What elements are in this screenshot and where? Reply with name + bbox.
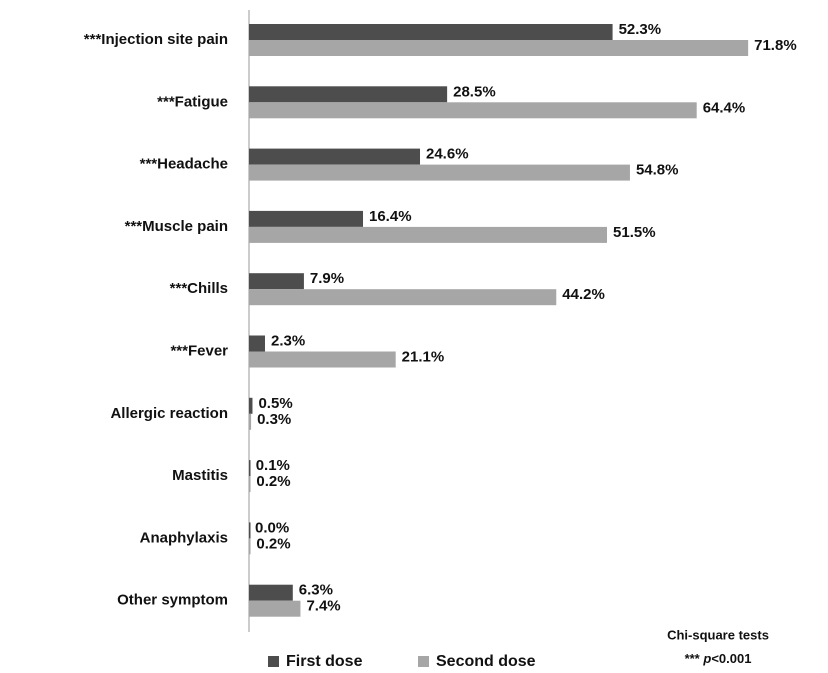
- bar: [249, 460, 251, 477]
- value-label: 54.8%: [636, 162, 679, 179]
- value-label: 21.1%: [402, 348, 445, 365]
- value-label: 0.0%: [255, 519, 289, 536]
- category-label: ***Headache: [140, 156, 228, 173]
- bar: [249, 397, 253, 414]
- bar: [249, 289, 557, 306]
- bar: [249, 164, 630, 181]
- category-label: Allergic reaction: [110, 405, 228, 422]
- value-label: 7.9%: [310, 270, 344, 287]
- value-label: 52.3%: [619, 21, 662, 38]
- category-label: ***Chills: [170, 280, 228, 297]
- category-label: Mastitis: [172, 467, 228, 484]
- bar: [249, 86, 448, 103]
- value-label: 2.3%: [271, 332, 305, 349]
- value-label: 51.5%: [613, 224, 656, 241]
- value-label: 44.2%: [562, 286, 605, 303]
- value-label: 0.1%: [256, 457, 290, 474]
- bar: [249, 335, 265, 352]
- value-label: 6.3%: [299, 582, 333, 599]
- bar: [249, 538, 251, 555]
- annotation-note: *** p<0.001: [685, 651, 752, 666]
- bar: [249, 148, 421, 165]
- value-label: 64.4%: [703, 99, 746, 116]
- category-label: ***Muscle pain: [125, 218, 228, 235]
- value-label: 0.2%: [256, 473, 290, 490]
- legend-swatch: [418, 656, 429, 667]
- value-label: 28.5%: [453, 83, 496, 100]
- category-label: Other symptom: [117, 592, 228, 609]
- bar: [249, 413, 252, 430]
- note-p: p: [702, 651, 711, 666]
- category-label: ***Injection site pain: [84, 31, 228, 48]
- bar: [249, 102, 697, 119]
- bar: [249, 273, 304, 290]
- bar: [249, 476, 251, 493]
- bar: [249, 522, 251, 539]
- bar: [249, 24, 613, 40]
- note-threshold: <0.001: [711, 651, 751, 666]
- annotation-title: Chi-square tests: [667, 627, 769, 642]
- legend-swatch: [268, 656, 279, 667]
- note-stars: ***: [685, 651, 704, 666]
- legend-label: First dose: [286, 653, 363, 670]
- value-label: 7.4%: [306, 598, 340, 615]
- value-label: 0.3%: [257, 411, 291, 428]
- category-label: ***Fever: [170, 342, 228, 359]
- bar: [249, 351, 396, 368]
- legend-label: Second dose: [436, 653, 536, 670]
- value-label: 16.4%: [369, 208, 412, 225]
- value-label: 0.5%: [258, 395, 292, 412]
- value-label: 0.2%: [256, 535, 290, 552]
- bar: [249, 40, 749, 56]
- bar: [249, 226, 608, 243]
- value-label: 24.6%: [426, 146, 469, 163]
- category-label: ***Fatigue: [157, 93, 228, 110]
- category-label: Anaphylaxis: [140, 529, 228, 546]
- value-label: 71.8%: [754, 37, 797, 54]
- bar: [249, 600, 301, 617]
- bar: [249, 210, 364, 227]
- bar: [249, 584, 293, 601]
